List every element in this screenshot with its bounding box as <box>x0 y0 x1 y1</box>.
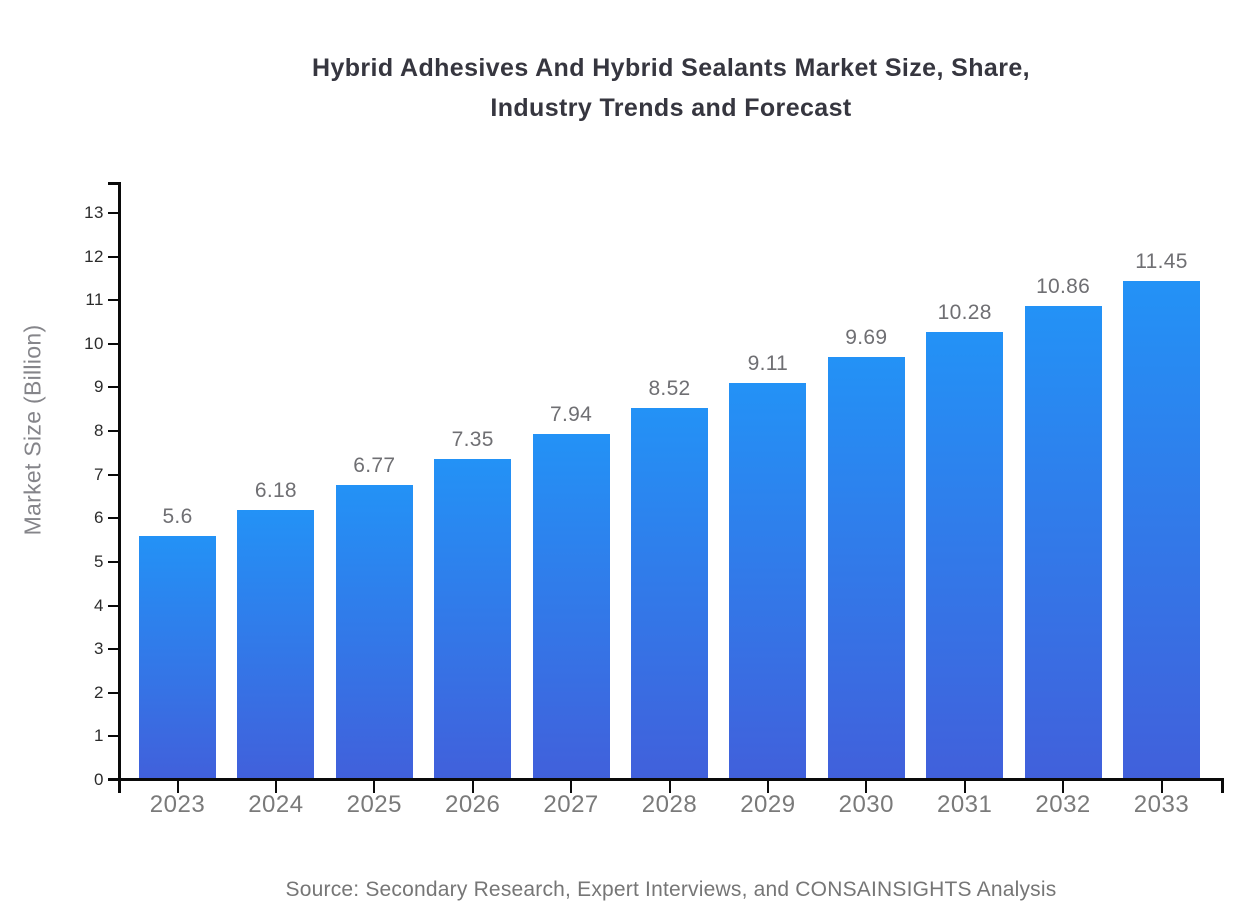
x-tick-label: 2031 <box>936 791 993 818</box>
x-tick-mark <box>1160 781 1163 793</box>
x-axis-line <box>108 778 1224 781</box>
y-tick-mark <box>108 604 120 607</box>
x-tick-label: 2030 <box>838 791 894 818</box>
y-tick-label: 7 <box>94 464 104 484</box>
x-tick-mark <box>176 781 179 793</box>
y-tick-label: 3 <box>94 639 104 659</box>
y-tick-mark <box>108 560 120 563</box>
x-tick-mark <box>1062 781 1065 793</box>
y-tick-mark <box>108 386 120 389</box>
chart-title-line-1: Hybrid Adhesives And Hybrid Sealants Mar… <box>312 54 1030 82</box>
y-tick-label: 1 <box>94 726 104 746</box>
y-tick-mark <box>108 430 120 433</box>
y-tick-mark <box>108 473 120 476</box>
bar-value-label: 10.86 <box>1036 275 1091 299</box>
bar <box>827 357 905 780</box>
y-tick-label: 13 <box>84 203 104 222</box>
x-tick-label: 2032 <box>1035 791 1091 818</box>
chart-title: Hybrid Adhesives And Hybrid Sealants Mar… <box>120 48 1222 128</box>
y-tick-mark <box>108 299 120 302</box>
x-tick-mark <box>668 781 671 793</box>
chart-title-line-2: Industry Trends and Forecast <box>490 94 852 122</box>
y-tick-label: 9 <box>94 377 104 397</box>
bar <box>1024 306 1102 780</box>
x-tick-mark <box>373 781 376 793</box>
y-tick-label: 12 <box>84 246 104 266</box>
bar-value-label: 10.28 <box>937 300 992 324</box>
bar-value-label: 11.45 <box>1135 249 1188 273</box>
x-tick-label: 2023 <box>149 791 206 818</box>
source-note: Source: Secondary Research, Expert Inter… <box>285 878 1057 901</box>
y-tick-mark <box>108 691 120 694</box>
x-axis-right-cap <box>1221 778 1224 793</box>
bar-value-label: 6.77 <box>353 453 396 477</box>
x-tick-mark <box>865 781 868 793</box>
y-tick-label: 8 <box>94 421 104 441</box>
x-tick-mark <box>471 781 474 793</box>
x-tick-mark <box>766 781 769 793</box>
bar-value-label: 7.94 <box>550 402 593 426</box>
y-tick-label: 2 <box>94 682 104 702</box>
bar-value-label: 6.18 <box>254 479 297 503</box>
y-tick-mark <box>108 735 120 738</box>
y-tick-mark <box>108 648 120 651</box>
bar-value-label: 8.52 <box>648 377 691 401</box>
bar <box>237 510 315 780</box>
x-tick-mark <box>274 781 277 793</box>
x-tick-mark <box>963 781 966 793</box>
x-tick-label: 2028 <box>641 791 698 818</box>
x-tick-label: 2026 <box>444 791 501 818</box>
bar <box>926 331 1004 780</box>
y-axis-line <box>118 182 121 793</box>
y-tick-label: 0 <box>94 770 104 789</box>
x-tick-mark <box>570 781 573 793</box>
bar <box>631 408 708 780</box>
y-tick-mark <box>108 779 120 781</box>
bar <box>532 433 610 780</box>
x-tick-label: 2027 <box>543 791 599 818</box>
bar-value-label: 7.35 <box>451 428 494 452</box>
x-tick-label: 2033 <box>1133 791 1190 818</box>
y-tick-label: 5 <box>94 551 104 571</box>
x-tick-label: 2025 <box>346 791 402 818</box>
y-tick-label: 4 <box>94 595 104 615</box>
x-tick-label: 2024 <box>248 791 304 818</box>
bar-value-label: 5.6 <box>162 504 193 528</box>
bar-value-label: 9.11 <box>747 351 789 375</box>
y-axis-top-cap <box>108 182 121 185</box>
y-tick-mark <box>108 342 120 345</box>
y-tick-mark <box>108 255 120 258</box>
y-tick-label: 10 <box>84 333 104 353</box>
y-tick-label: 11 <box>85 290 104 310</box>
bar-value-label: 9.69 <box>845 326 888 350</box>
x-tick-label: 2029 <box>740 791 796 818</box>
bar <box>139 535 216 780</box>
y-tick-label: 6 <box>94 508 104 528</box>
y-tick-mark <box>108 517 120 520</box>
bar <box>434 459 512 780</box>
bar <box>335 484 413 780</box>
bar <box>1123 280 1200 780</box>
bar <box>729 382 807 780</box>
y-tick-mark <box>108 212 120 214</box>
